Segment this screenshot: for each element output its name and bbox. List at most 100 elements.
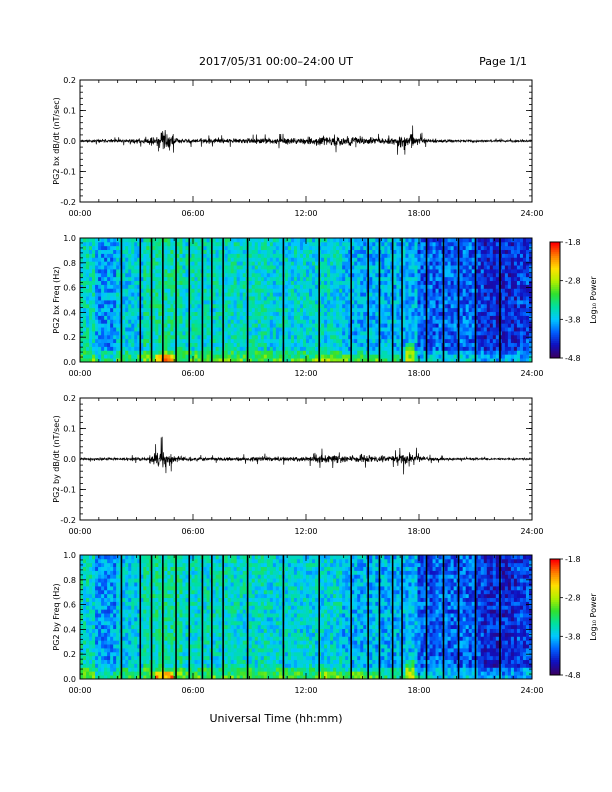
spectrogram-cell	[248, 288, 253, 293]
spectrogram-cell	[462, 307, 467, 313]
spectrogram-cell	[480, 272, 485, 278]
spectrogram-cell	[375, 288, 379, 293]
spectrogram-cell	[290, 265, 295, 270]
spectrogram-cell	[257, 323, 262, 328]
spectrogram-cell	[471, 269, 476, 274]
spectrogram-cell	[170, 338, 174, 344]
spectrogram-cell	[152, 238, 156, 243]
spectrogram-cell	[176, 238, 180, 243]
spectrogram-cell	[420, 241, 424, 247]
spectrogram-cell	[369, 276, 373, 282]
spectrogram-cell	[287, 241, 292, 247]
spectrogram-cell	[116, 327, 120, 332]
spectrogram-cell	[510, 307, 515, 313]
spectrogram-cell	[495, 288, 500, 293]
spectrogram-cell	[128, 307, 132, 313]
spectrogram-cell	[278, 350, 283, 355]
spectrogram-cell	[137, 315, 141, 320]
spectrogram-cell	[333, 303, 337, 309]
spectrogram-cell	[324, 315, 328, 320]
spectrogram-cell	[185, 342, 189, 347]
spectrogram-cell	[104, 354, 108, 359]
spectrogram-cell	[179, 284, 183, 289]
spectrogram-cell	[489, 307, 494, 313]
spectrogram-cell	[339, 338, 343, 344]
spectrogram-cell	[257, 296, 262, 301]
spectrogram-cell	[242, 265, 247, 270]
spectrogram-cell	[302, 334, 307, 340]
spectrogram-cell	[212, 276, 216, 282]
spectrogram-cell	[519, 354, 524, 359]
spectrogram-cell	[309, 272, 313, 278]
spectrogram-cell	[408, 303, 412, 309]
spectrogram-cell	[248, 358, 253, 363]
spectrogram-cell	[107, 323, 111, 328]
spectrogram-cell	[170, 253, 174, 258]
spectrogram-cell	[333, 296, 337, 301]
spectrogram-cell	[483, 358, 488, 363]
spectrogram-cell	[239, 342, 244, 347]
spectrogram-cell	[459, 300, 464, 305]
spectrogram-cell	[254, 334, 259, 340]
spectrogram-cell	[170, 280, 174, 285]
spectrogram-cell	[465, 354, 470, 359]
spectrogram-cell	[287, 288, 292, 293]
spectrogram-cell	[113, 276, 117, 282]
spectrogram-cell	[396, 269, 400, 274]
spectrogram-cell	[152, 284, 156, 289]
spectrogram-cell	[372, 241, 376, 247]
spectrogram-cell	[327, 354, 331, 359]
spectrogram-cell	[158, 334, 162, 340]
spectrogram-cell	[444, 311, 449, 316]
spectrogram-cell	[357, 265, 361, 270]
spectrogram-cell	[465, 296, 470, 301]
spectrogram-cell	[384, 249, 388, 254]
spectrogram-cell	[321, 241, 325, 247]
spectrogram-cell	[143, 338, 147, 344]
spectrogram-cell	[492, 300, 497, 305]
spectrogram-cell	[122, 307, 126, 313]
spectrogram-cell	[324, 338, 328, 344]
spectrogram-cell	[384, 292, 388, 297]
spectrogram-cell	[351, 272, 355, 278]
spectrogram-cell	[495, 276, 500, 282]
spectrogram-cell	[203, 276, 207, 282]
spectrogram-cell	[342, 300, 346, 305]
spectrogram-cell	[293, 307, 298, 313]
spectrogram-cell	[269, 261, 274, 266]
spectrogram-cell	[194, 296, 198, 301]
spectrogram-cell	[351, 346, 355, 351]
spectrogram-cell	[432, 319, 436, 324]
spectrogram-cell	[176, 350, 180, 355]
spectrogram-cell	[408, 338, 412, 344]
spectrogram-cell	[176, 284, 180, 289]
spectrogram-cell	[302, 280, 307, 285]
spectrogram-cell	[348, 249, 352, 254]
spectrogram-cell	[275, 338, 280, 344]
spectrogram-cell	[215, 296, 220, 301]
spectrogram-cell	[233, 315, 238, 320]
spectrogram-cell	[179, 276, 183, 282]
spectrogram-cell	[336, 276, 340, 282]
spectrogram-cell	[525, 319, 530, 324]
spectrogram-cell	[315, 284, 319, 289]
spectrogram-cell	[263, 272, 268, 278]
spectrogram-cell	[387, 331, 391, 336]
spectrogram-cell	[83, 338, 87, 344]
spectrogram-cell	[272, 331, 277, 336]
spectrogram-cell	[351, 315, 355, 320]
spectrogram-cell	[387, 276, 391, 282]
spectrogram-cell	[420, 257, 424, 262]
spectrogram-cell	[387, 292, 391, 297]
spectrogram-cell	[272, 284, 277, 289]
spectrogram-cell	[357, 315, 361, 320]
spectrogram-cell	[504, 261, 509, 266]
spectrogram-cell	[522, 284, 527, 289]
spectrogram-cell	[354, 284, 358, 289]
spectrogram-cell	[191, 272, 195, 278]
spectrogram-cell	[269, 358, 274, 363]
spectrogram-cell	[95, 245, 99, 251]
spectrogram-cell	[483, 307, 488, 313]
spectrogram-cell	[417, 307, 421, 313]
spectrogram-cell	[471, 311, 476, 316]
